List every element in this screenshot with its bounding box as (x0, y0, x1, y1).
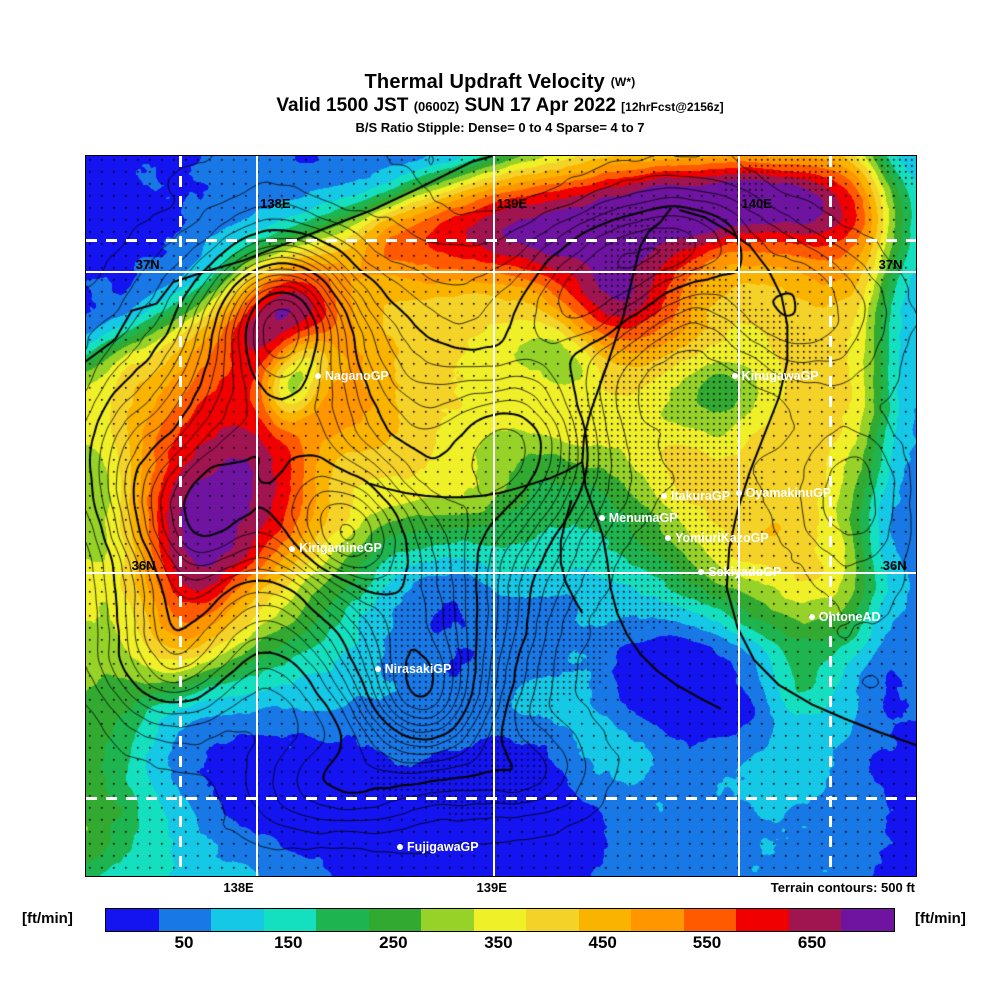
gridline-lat-0 (86, 271, 916, 274)
station-label: NaganoGP (324, 368, 389, 383)
station-marker-icon (598, 515, 605, 522)
lon-label-138E: 138E (260, 196, 291, 211)
station-marker-icon (289, 545, 296, 552)
station-KirigamineGP[interactable]: KirigamineGP (289, 541, 382, 555)
colorbar-swatch-13 (788, 909, 842, 931)
colorbar-swatch-10 (631, 909, 684, 931)
lat-label-1: 37N (878, 257, 903, 273)
colorbar-swatch-14 (841, 909, 894, 931)
station-marker-icon (314, 372, 321, 379)
colorbar-tick-labels: 50 150 250 350 450 550 650 (105, 933, 895, 957)
colorbar-unit-left: [ft/min] (22, 910, 73, 927)
colorbar-tick-2: 250 (379, 933, 408, 952)
station-label: FujigawaGP (407, 840, 479, 855)
x-axis-label-0: 138E (223, 880, 254, 895)
gridline-lon-2 (737, 156, 740, 876)
station-marker-icon (661, 493, 667, 500)
title-superscript: (W*) (610, 75, 636, 89)
station-FujigawaGP[interactable]: FujigawaGP (397, 840, 479, 854)
valid-time-line: Valid 1500 JST (0600Z) SUN 17 Apr 2022 [… (0, 94, 1000, 119)
station-YomiuriKazoGP[interactable]: YomiuriKazoGP (665, 531, 769, 545)
station-marker-icon (731, 372, 738, 379)
lat-label-2: 36N (131, 558, 156, 574)
terrain-contour-note: Terrain contours: 500 ft (770, 880, 915, 895)
colorbar-tick-5: 550 (692, 933, 722, 952)
station-marker-icon (665, 534, 672, 541)
colorbar-swatch-7 (473, 909, 527, 931)
task-area-boundary-v-1 (828, 156, 832, 876)
colorbar-swatch-0 (106, 909, 159, 931)
colorbar-swatch-3 (263, 909, 317, 931)
colorbar-swatch-5 (368, 909, 422, 931)
colorbar-tick-6: 650 (797, 933, 827, 952)
station-label: ItakuraGP (671, 488, 731, 503)
colorbar-tick-3: 350 (484, 933, 513, 952)
station-MenumaGP[interactable]: MenumaGP (598, 511, 678, 526)
lat-label-0: 37N (135, 257, 160, 273)
gridline-lon-0 (256, 156, 259, 876)
colorbar-swatch-12 (736, 909, 789, 931)
station-marker-icon (735, 490, 742, 497)
task-area-boundary-v-0 (178, 156, 182, 876)
station-KinugawaGP[interactable]: KinugawaGP (731, 368, 819, 383)
gridline-lon-1 (492, 156, 495, 876)
map-x-axis: Terrain contours: 500 ft 138E 139E (85, 880, 915, 900)
station-NaganoGP[interactable]: NaganoGP (314, 368, 389, 383)
thermal-updraft-heatmap (86, 156, 916, 876)
stipple-note: B/S Ratio Stipple: Dense= 0 to 4 Sparse=… (355, 120, 645, 135)
x-axis-label-1: 139E (476, 880, 507, 895)
station-label: YomiuriKazoGP (675, 530, 769, 545)
colorbar-unit-right: [ft/min] (915, 910, 966, 927)
station-ItakuraGP[interactable]: ItakuraGP (661, 489, 730, 503)
station-SekiyadoGP[interactable]: SekiyadoGP (698, 565, 781, 579)
valid-prefix: Valid 1500 JST (276, 95, 409, 116)
station-label: KinugawaGP (741, 368, 819, 383)
colorbar-swatch-4 (316, 909, 369, 931)
colorbar-swatch-1 (158, 909, 212, 931)
lon-label-139E: 139E (496, 196, 528, 211)
colorbar-tick-0: 50 (174, 933, 194, 952)
forecast-tag: [12hrFcst@2156z] (621, 100, 724, 114)
station-marker-icon (374, 665, 381, 672)
colorbar-tick-4: 450 (588, 933, 617, 952)
colorbar-legend: [ft/min] [ft/min] 50 150 250 350 450 550 650 (0, 905, 1000, 965)
page-title: Thermal Updraft Velocity (W*) (0, 70, 1000, 94)
station-NirasakiGP[interactable]: NirasakiGP (374, 661, 452, 676)
lat-label-3: 36N (882, 558, 907, 574)
station-marker-icon (397, 844, 404, 851)
colorbar-swatch-8 (526, 909, 579, 931)
colorbar-swatch-6 (421, 909, 474, 931)
lon-label-140E: 140E (741, 196, 772, 211)
forecast-map[interactable]: 138E 139E 140E 37N 37N 36N 36N NaganoGP Kinugawa… (85, 155, 917, 877)
station-label: OhtoneAD (818, 609, 881, 624)
gridline-lat-1 (86, 572, 916, 575)
station-label: SekiyadoGP (708, 565, 782, 580)
station-label: KirigamineGP (299, 541, 382, 556)
station-OyamakinuGP[interactable]: OyamakinuGP (735, 485, 832, 500)
title-block: Thermal Updraft Velocity (W*) Valid 1500… (0, 70, 1000, 136)
colorbar-swatch-2 (211, 909, 264, 931)
station-label: MenumaGP (608, 511, 678, 526)
colorbar-tick-1: 150 (274, 933, 303, 952)
task-area-boundary-h-0 (86, 238, 916, 242)
station-label: OyamakinuGP (745, 485, 832, 500)
station-OhtoneAD[interactable]: OhtoneAD (808, 609, 881, 624)
station-label: NirasakiGP (384, 661, 452, 676)
valid-utc: (0600Z) (413, 99, 460, 114)
task-area-boundary-h-1 (86, 796, 916, 800)
colorbar-swatch-9 (578, 909, 632, 931)
colorbar-swatch-11 (683, 909, 737, 931)
station-marker-icon (698, 569, 705, 576)
valid-date: SUN 17 Apr 2022 (464, 95, 616, 116)
colorbar-swatches (105, 908, 895, 932)
title-main-text: Thermal Updraft Velocity (364, 71, 605, 93)
station-marker-icon (808, 614, 815, 620)
